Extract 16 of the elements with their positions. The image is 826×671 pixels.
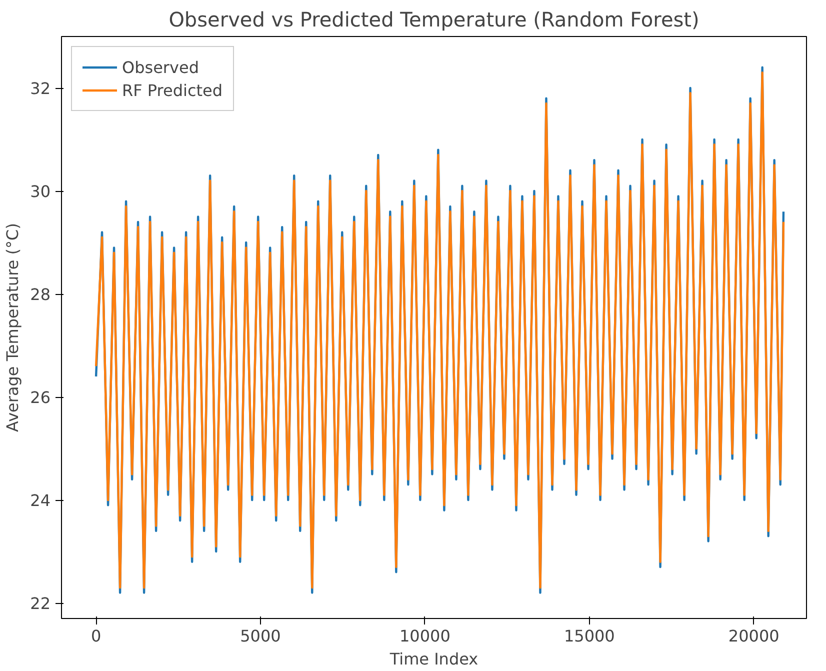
x-tick-label: 10000: [400, 626, 450, 646]
x-tick-label: 0: [90, 626, 102, 646]
chart-title: Observed vs Predicted Temperature (Random Forest): [168, 8, 700, 32]
legend-label: Observed: [122, 58, 199, 76]
y-axis-title: Average Temperature (°C): [3, 223, 22, 432]
y-tick-label: 26: [30, 388, 50, 408]
x-tick-label: 15000: [564, 626, 615, 646]
x-tick-label: 5000: [240, 626, 281, 646]
y-tick-label: 32: [30, 79, 50, 98]
y-tick-label: 30: [30, 182, 50, 202]
y-tick-label: 24: [30, 491, 50, 510]
x-axis-title: Time Index: [388, 650, 478, 668]
x-tick-label: 20000: [728, 626, 780, 646]
y-tick-label: 28: [30, 285, 50, 304]
legend-label: RF Predicted: [122, 80, 223, 100]
y-tick-label: 22: [30, 594, 50, 614]
